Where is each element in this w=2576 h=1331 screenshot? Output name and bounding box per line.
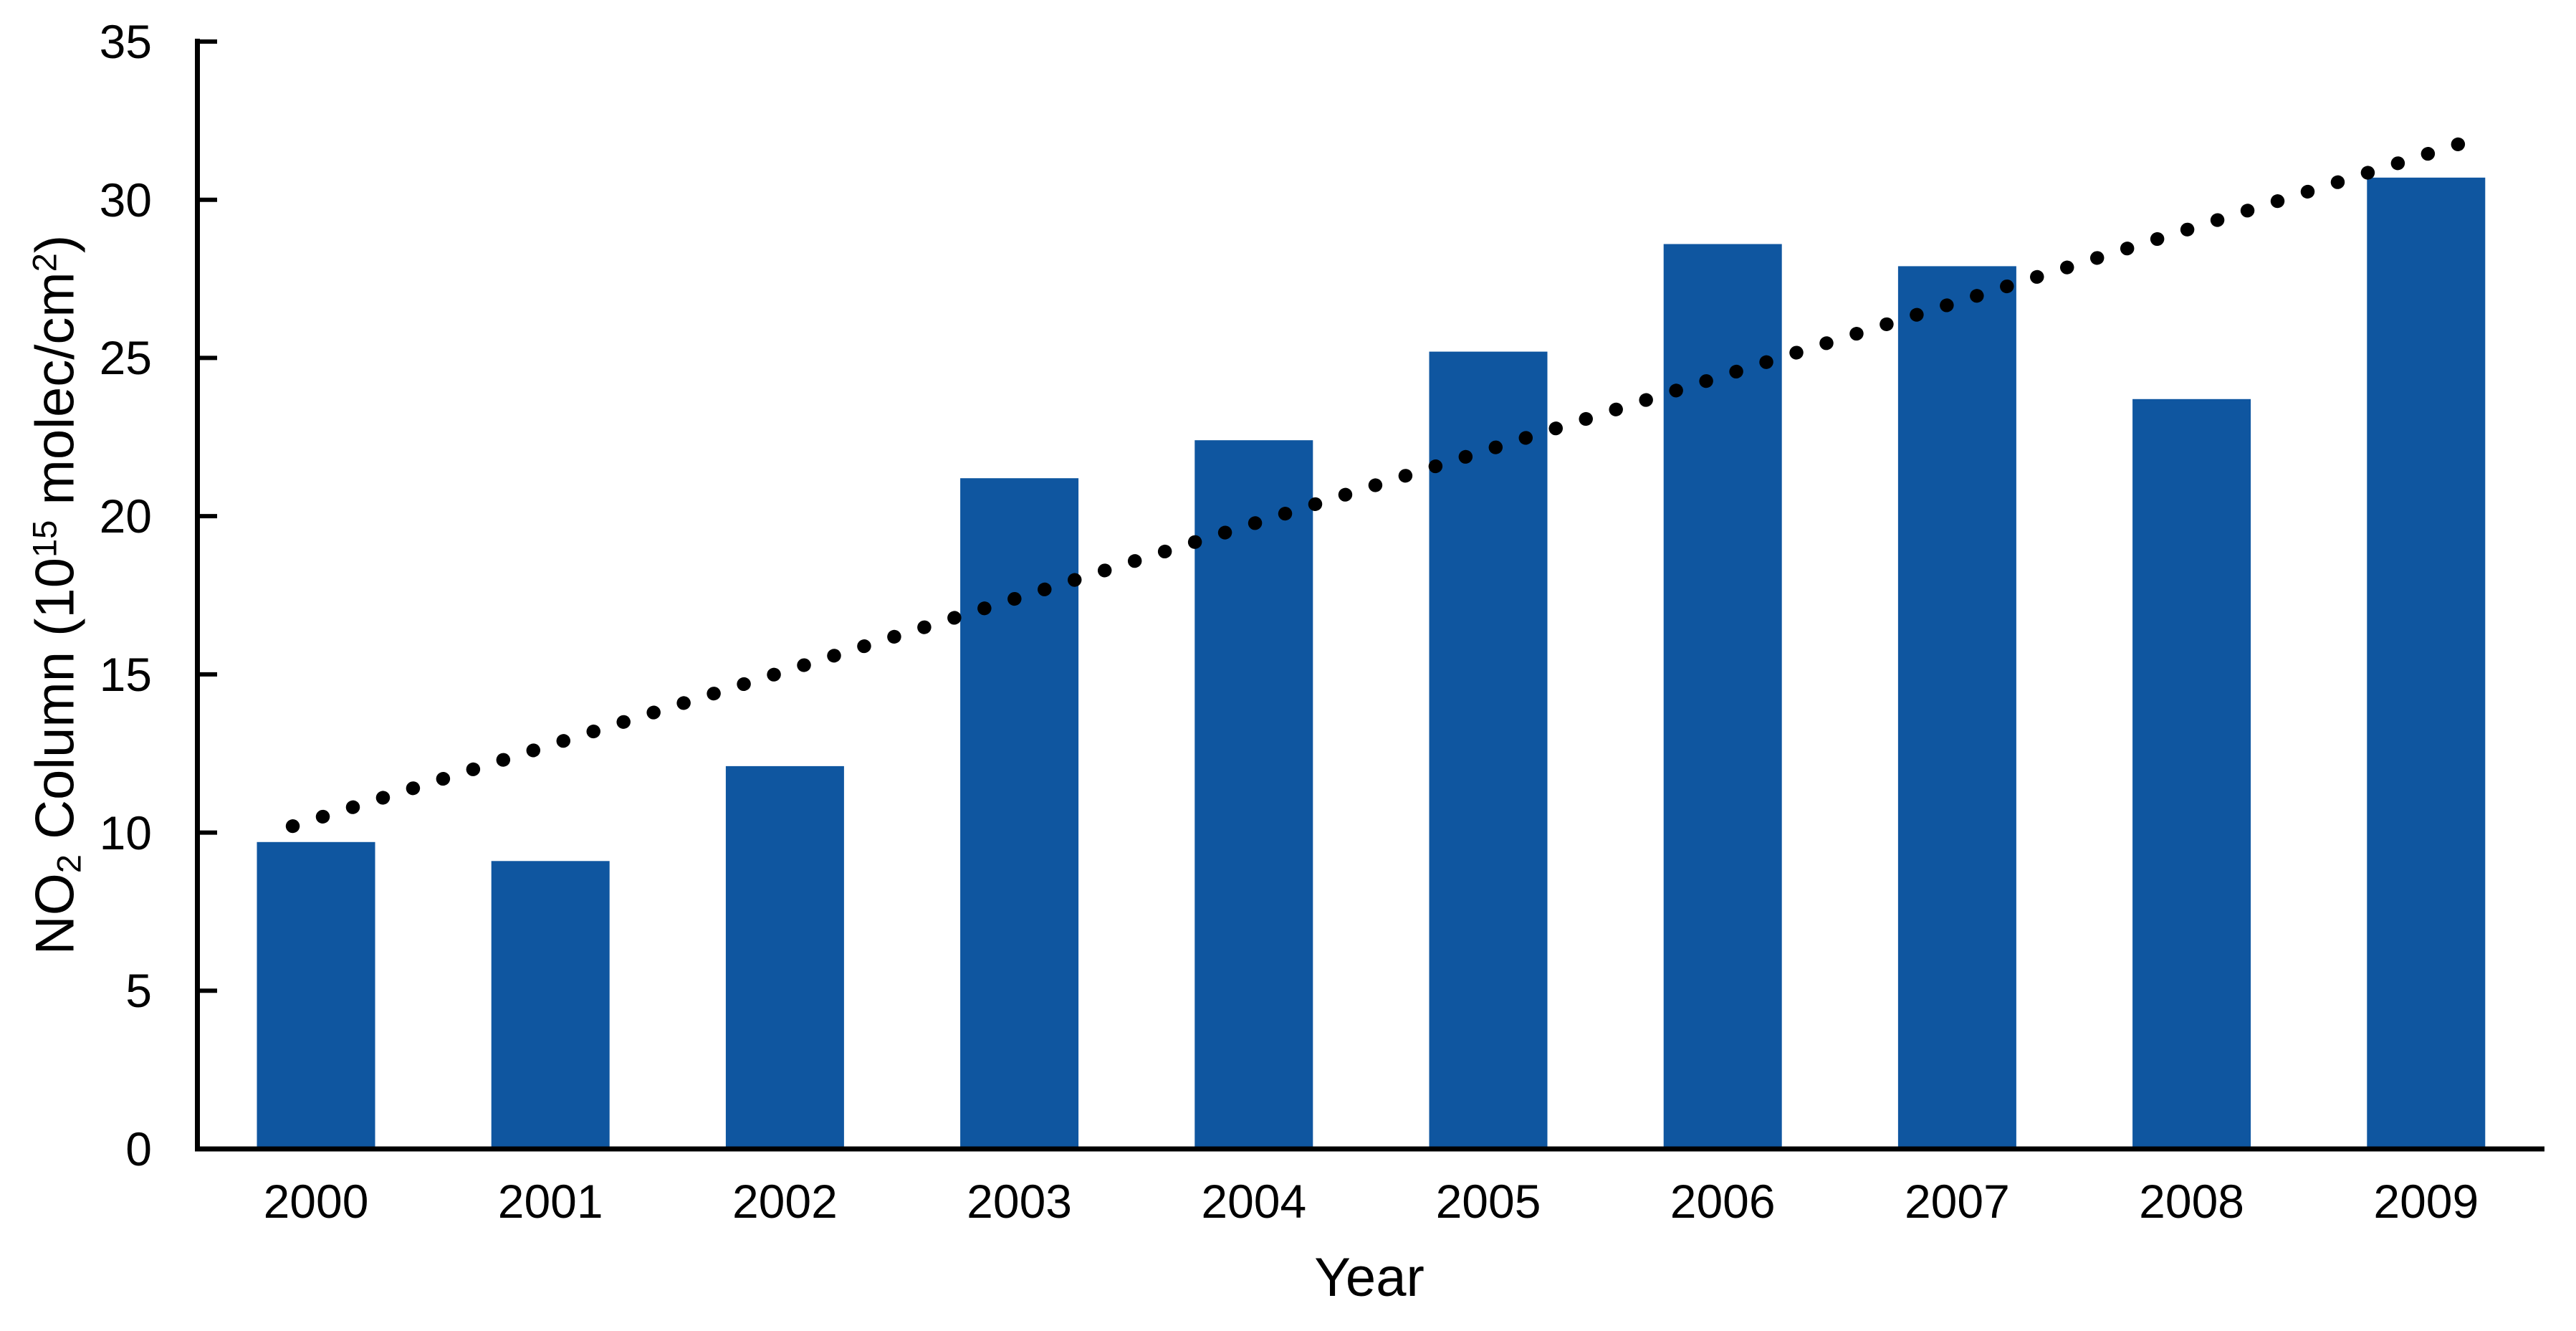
x-tick-label-2002: 2002 [732, 1175, 838, 1228]
bar-2009 [2367, 177, 2486, 1149]
y-tick-label-20: 20 [99, 490, 152, 543]
y-tick-label-25: 25 [99, 331, 152, 385]
x-tick-label-2007: 2007 [1904, 1175, 2010, 1228]
y-axis-title-superscript: 2 [25, 253, 63, 272]
bar-2008 [2132, 399, 2251, 1149]
x-tick-label-2003: 2003 [967, 1175, 1072, 1228]
y-tick-label-35: 35 [99, 15, 152, 68]
y-axis-title-subscript: 2 [49, 854, 88, 874]
bar-2004 [1194, 440, 1313, 1149]
y-tick-label-0: 0 [125, 1122, 152, 1175]
x-tick-label-2009: 2009 [2373, 1175, 2479, 1228]
bar-2002 [725, 765, 844, 1149]
bar-2006 [1663, 244, 1782, 1149]
bar-2000 [257, 841, 375, 1149]
bar-2001 [491, 861, 610, 1149]
trend-line [285, 133, 2480, 834]
y-axis-title-text: NO [24, 873, 86, 955]
x-tick-label-2006: 2006 [1670, 1175, 1776, 1228]
y-tick-label-15: 15 [99, 647, 152, 701]
x-axis-title: Year [1314, 1247, 1425, 1308]
x-tick-label-2001: 2001 [497, 1175, 603, 1228]
bar-2007 [1897, 266, 2016, 1149]
x-tick-label-2008: 2008 [2139, 1175, 2244, 1228]
bar-2003 [960, 478, 1079, 1149]
y-tick-label-5: 5 [125, 964, 152, 1018]
y-axis-title-text: molec/cm [24, 272, 86, 520]
y-tick-label-30: 30 [99, 173, 152, 226]
x-tick-label-2000: 2000 [263, 1175, 369, 1228]
y-tick-label-10: 10 [99, 806, 152, 859]
x-tick-label-2005: 2005 [1435, 1175, 1541, 1228]
y-axis-title-text: ) [24, 234, 86, 254]
bar-2005 [1429, 351, 1548, 1150]
x-tick-label-2004: 2004 [1201, 1175, 1307, 1228]
